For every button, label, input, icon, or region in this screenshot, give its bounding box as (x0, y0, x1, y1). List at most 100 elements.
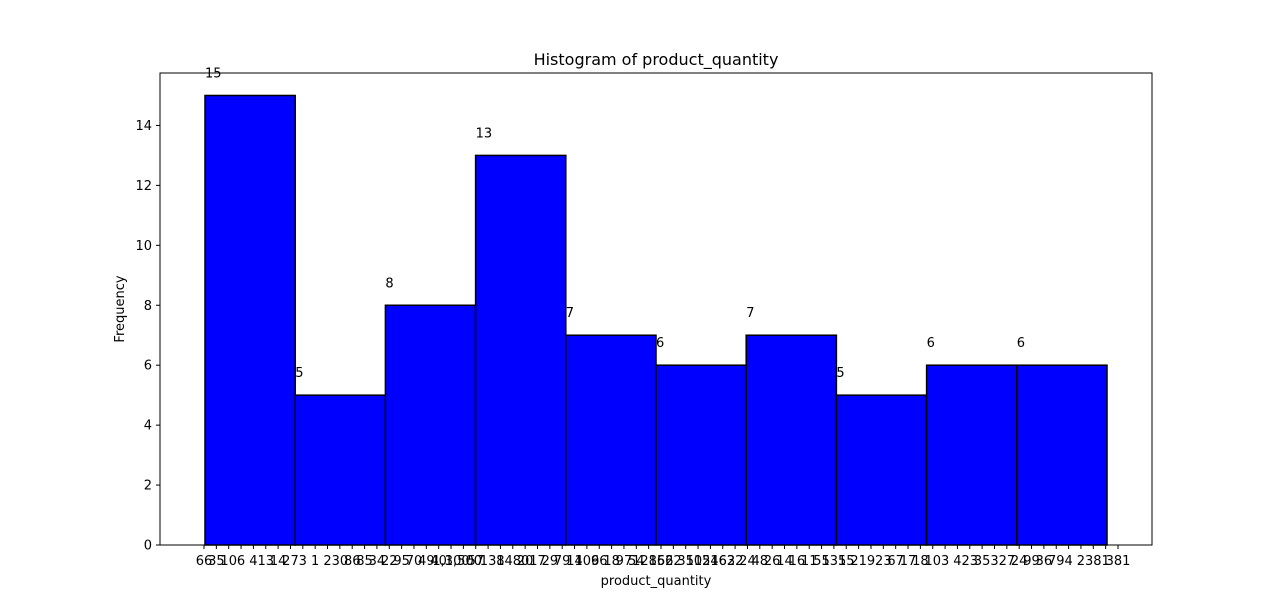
bar-value-label: 7 (746, 306, 754, 321)
x-tick-label: 1 (1102, 554, 1110, 569)
x-tick-label: 15 (838, 554, 855, 569)
x-tick-label: 1,300 (432, 554, 469, 569)
bar-value-label: 5 (295, 366, 303, 381)
bar-value-label: 6 (1017, 336, 1025, 351)
x-tick-label: 66 (591, 554, 608, 569)
histogram-bar (565, 334, 657, 546)
bars-layer (204, 94, 1108, 546)
x-tick-label: 1286 (632, 554, 665, 569)
x-tick-label: 3 (941, 554, 949, 569)
x-tick-label: 97 (616, 554, 633, 569)
x-tick-label: 1480 (496, 554, 529, 569)
x-tick-label: 49 (418, 554, 435, 569)
y-tick-label: 0 (144, 539, 152, 554)
x-tick-label: 14 (776, 554, 793, 569)
x-tick-label: 35 (974, 554, 991, 569)
x-tick-label: 14 (270, 554, 287, 569)
x-tick-label: 3 (990, 554, 998, 569)
bar-value-label: 8 (385, 276, 393, 291)
x-tick-label: 163 (710, 554, 735, 569)
x-tick-label: 10 (220, 554, 237, 569)
x-tick-label: 18 (912, 554, 929, 569)
x-tick-label: 109 (574, 554, 599, 569)
x-tick-label: 79 (1048, 554, 1065, 569)
x-tick-label: 2 (323, 554, 331, 569)
x-tick-label: 21 (850, 554, 867, 569)
histogram-bar (745, 334, 838, 546)
x-tick-label: 18 (603, 554, 620, 569)
x-tick-label: 1246 (694, 554, 727, 569)
x-tick-label: 16 (789, 554, 806, 569)
x-tick-label: 36 (1036, 554, 1053, 569)
bar-value-label: 15 (205, 66, 222, 81)
x-tick-label: 79 (554, 554, 571, 569)
x-tick-label: 35 (677, 554, 694, 569)
x-tick-label: 156 (649, 554, 674, 569)
x-tick-label: 10 (924, 554, 941, 569)
plot-frame (159, 72, 1153, 546)
x-tick-label: 99 (1023, 554, 1040, 569)
y-tick-label: 14 (135, 119, 152, 134)
x-tick-label: 48 (752, 554, 769, 569)
x-tick-label: 11 (801, 554, 818, 569)
x-tick-label: 20 (517, 554, 534, 569)
x-tick-label: 22 (727, 554, 744, 569)
y-tick-label: 12 (135, 179, 152, 194)
x-tick-label: 4 (953, 554, 961, 569)
histogram-bar (835, 394, 928, 546)
x-tick-label: 23 (875, 554, 892, 569)
histogram-bar (294, 394, 387, 546)
bar-value-label: 13 (476, 126, 493, 141)
histogram-bar (925, 364, 1018, 546)
x-axis-label: product_quantity (601, 574, 712, 589)
x-tick-label: 6 (237, 554, 245, 569)
x-tick-label: 29 (542, 554, 559, 569)
x-tick-label: 22 (665, 554, 682, 569)
x-tick-label: 9 (867, 554, 875, 569)
x-tick-label: 86 (344, 554, 361, 569)
x-tick-label: 26 (764, 554, 781, 569)
x-tick-label: 3 (299, 554, 307, 569)
x-tick-label: 23 (962, 554, 979, 569)
bar-value-label: 6 (927, 336, 935, 351)
x-tick-label: 1 (311, 554, 319, 569)
x-tick-label: 40 (430, 554, 447, 569)
x-tick-label: 85 (356, 554, 373, 569)
x-tick-label: 57 (467, 554, 484, 569)
x-tick-label: 24 (739, 554, 756, 569)
x-tick-label: 66 (196, 554, 213, 569)
x-tick-label: 70 (406, 554, 423, 569)
x-tick-label: 22 (381, 554, 398, 569)
chart-title: Histogram of product_quantity (534, 50, 779, 70)
x-tick-label: 34 (369, 554, 386, 569)
x-tick-label: 13 (480, 554, 497, 569)
y-axis-ticks: 0 2 4 6 8 10 12 14 (135, 119, 160, 554)
x-tick-label: 381 (1106, 554, 1131, 569)
x-tick-label: 55 (813, 554, 830, 569)
y-tick-label: 8 (144, 299, 152, 314)
x-tick-label: 27 (282, 554, 299, 569)
histogram-bar (655, 364, 747, 546)
x-tick-label: 1,500 (445, 554, 482, 569)
x-tick-label: 54 (628, 554, 645, 569)
histogram-bar (384, 304, 477, 546)
x-tick-label: 17 (900, 554, 917, 569)
x-tick-label: 2 (1077, 554, 1085, 569)
data-labels-layer: 15 5 8 13 7 6 7 5 6 6 (205, 66, 1025, 381)
x-tick-label: 4 (1064, 554, 1072, 569)
bar-value-label: 6 (656, 336, 664, 351)
y-tick-label: 2 (144, 479, 152, 494)
y-tick-label: 6 (144, 359, 152, 374)
y-tick-label: 10 (135, 239, 152, 254)
x-tick-label: 13 (257, 554, 274, 569)
histogram-bar (1016, 364, 1108, 546)
bar-value-label: 7 (566, 306, 574, 321)
x-tick-label: 135 (822, 554, 847, 569)
histogram-bar (474, 154, 567, 546)
bar-value-label: 5 (836, 366, 844, 381)
x-tick-label: 24 (1011, 554, 1028, 569)
x-tick-label: 27 (999, 554, 1016, 569)
histogram-bar (204, 94, 296, 546)
